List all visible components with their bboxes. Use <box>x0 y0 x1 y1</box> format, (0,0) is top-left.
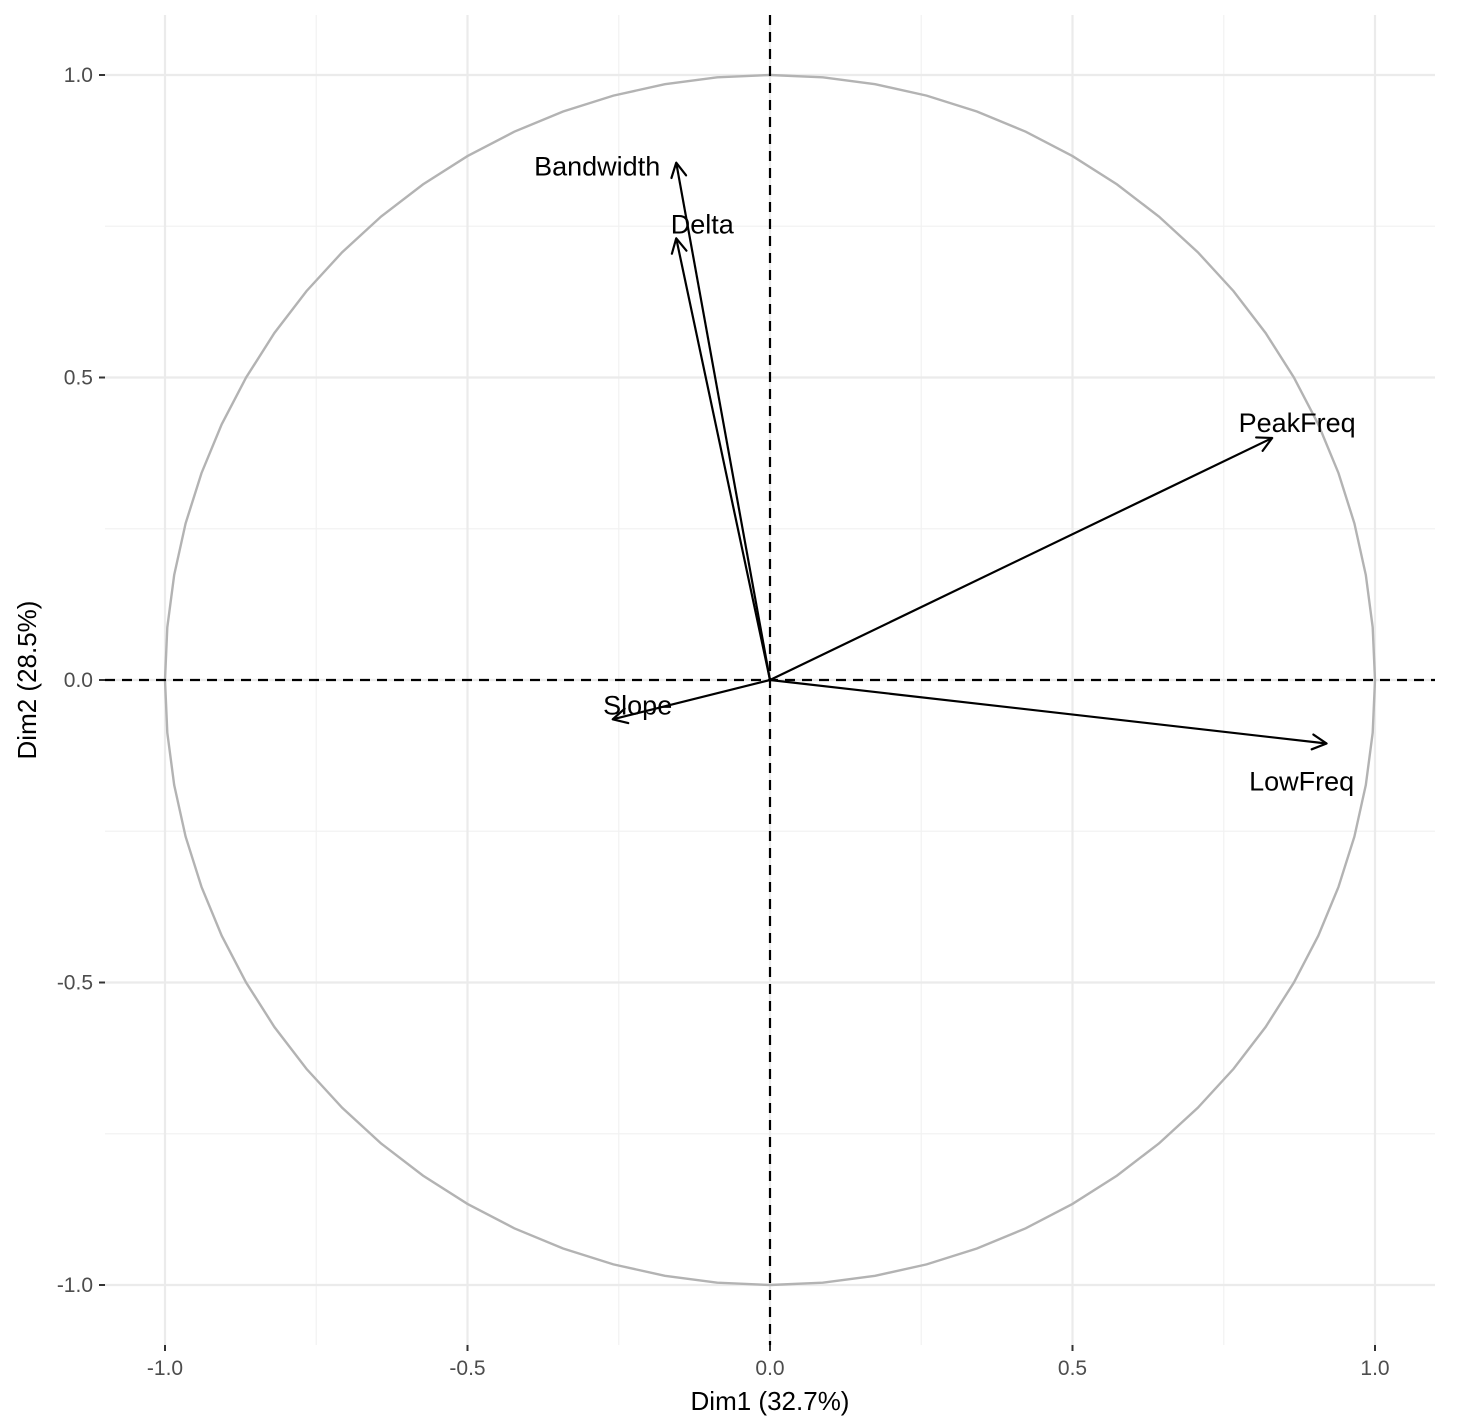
variable-label-delta: Delta <box>671 209 735 239</box>
arrow-shaft <box>675 238 772 681</box>
x-tick-label: 1.0 <box>1360 1357 1389 1380</box>
variable-label-slope: Slope <box>603 690 672 720</box>
arrow-head <box>1310 733 1328 751</box>
x-tick-label: 0.5 <box>1058 1357 1087 1380</box>
arrow-bandwidth <box>670 161 772 681</box>
arrow-shaft <box>769 437 1273 681</box>
arrow-shaft <box>675 162 772 681</box>
x-tick-label: -0.5 <box>449 1357 485 1380</box>
x-tick-label: 0.0 <box>755 1357 784 1380</box>
y-tick-label: 1.0 <box>64 64 93 87</box>
variable-label-lowfreq: LowFreq <box>1249 767 1354 797</box>
arrow-head <box>670 161 688 180</box>
variable-arrows <box>611 161 1328 751</box>
x-tick-label: -1.0 <box>147 1357 183 1380</box>
arrow-head <box>670 237 688 255</box>
variable-label-bandwidth: Bandwidth <box>534 152 660 182</box>
arrow-peakfreq <box>769 436 1274 681</box>
axes: -1.0 -0.5 0.0 0.5 1.0 -1.0 -0.5 0.0 0.5 1.0 <box>57 64 1390 1380</box>
arrow-head <box>611 707 630 725</box>
variable-label-peakfreq: PeakFreq <box>1239 408 1356 438</box>
variable-labels: Bandwidth Delta PeakFreq Slope LowFreq <box>534 152 1356 797</box>
arrow-head <box>1255 436 1274 452</box>
arrow-delta <box>670 237 772 681</box>
y-tick-label: 0.0 <box>64 669 93 692</box>
arrow-lowfreq <box>769 678 1328 751</box>
x-axis-title: Dim1 (32.7%) <box>691 1386 850 1416</box>
y-axis-title: Dim2 (28.5%) <box>12 601 42 760</box>
arrow-shaft <box>769 678 1327 745</box>
arrow-shaft <box>612 678 771 721</box>
arrow-slope <box>611 678 771 725</box>
y-tick-label: -1.0 <box>57 1274 93 1297</box>
y-tick-label: 0.5 <box>64 367 93 390</box>
y-tick-label: -0.5 <box>57 972 93 995</box>
